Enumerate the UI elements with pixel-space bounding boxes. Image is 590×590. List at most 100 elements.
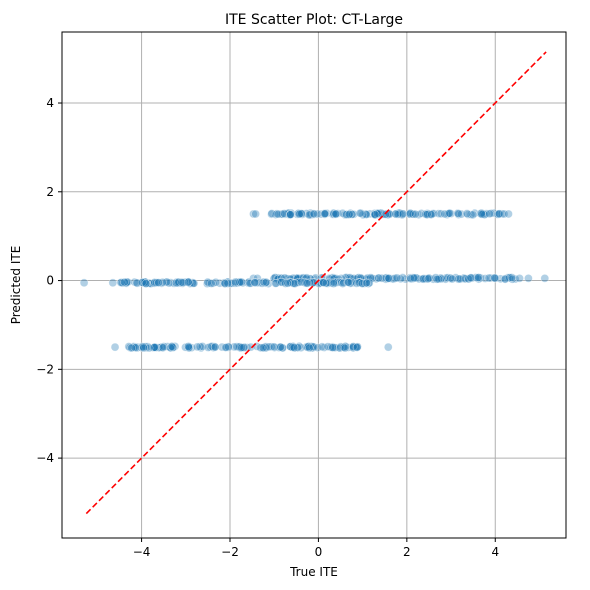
scatter-point (296, 277, 306, 287)
scatter-point (154, 278, 163, 287)
scatter-point (505, 273, 514, 282)
scatter-point (405, 208, 415, 218)
scatter-point (504, 209, 513, 219)
scatter-point (497, 209, 507, 219)
scatter-point (466, 273, 475, 283)
scatter-point (448, 274, 457, 284)
scatter-point (344, 210, 353, 220)
scatter-point (320, 209, 329, 219)
scatter-point (276, 342, 285, 352)
scatter-point (267, 342, 276, 351)
x-tick-label: 4 (491, 545, 499, 559)
scatter-point (381, 210, 390, 219)
scatter-point (295, 209, 304, 219)
scatter-point (461, 274, 470, 283)
scatter-point (210, 342, 220, 352)
scatter-point (120, 277, 129, 287)
scatter-point (319, 278, 328, 287)
y-axis-label: Predicted ITE (9, 246, 23, 325)
scatter-point (132, 278, 141, 288)
scatter-point (79, 278, 89, 288)
scatter-point (166, 343, 175, 352)
scatter-point (193, 342, 202, 352)
scatter-point (500, 274, 510, 284)
scatter-point (384, 342, 393, 352)
scatter-point (499, 209, 509, 219)
scatter-point (110, 342, 120, 352)
scatter-point (377, 274, 387, 283)
scatter-point (362, 210, 371, 219)
scatter-point (258, 343, 268, 353)
plot-frame (61, 31, 567, 539)
grid (62, 32, 566, 538)
scatter-point (269, 342, 279, 352)
scatter-point (423, 209, 433, 219)
scatter-point (328, 343, 337, 352)
scatter-point (427, 210, 436, 219)
scatter-point (177, 278, 186, 287)
scatter-point (490, 273, 499, 283)
scatter-point (220, 278, 229, 287)
scatter-point (152, 278, 161, 287)
x-axis-label: True ITE (289, 565, 338, 579)
scatter-point (331, 209, 341, 219)
scatter-point (281, 279, 290, 288)
scatter-point (207, 342, 216, 351)
scatter-point (220, 279, 230, 288)
scatter-point (237, 277, 246, 287)
scatter-point (409, 273, 418, 283)
scatter-point (476, 209, 485, 218)
scatter-point (321, 278, 331, 288)
scatter-point (445, 208, 455, 218)
scatter-point (259, 277, 268, 287)
scatter-point (283, 279, 292, 288)
scatter-point (411, 209, 420, 219)
scatter-point (256, 343, 265, 352)
scatter-point (181, 343, 190, 352)
scatter-point (454, 209, 463, 218)
scatter-point (454, 274, 464, 284)
scatter-point (158, 343, 168, 352)
scatter-point (345, 210, 354, 219)
scatter-point (240, 342, 249, 352)
scatter-point (286, 274, 295, 284)
scatter-point (250, 278, 260, 287)
scatter-point (396, 274, 405, 284)
axis-ticks: −4 −2 0 2 4 −4 −2 0 2 4 (36, 96, 499, 559)
scatter-point (139, 343, 148, 353)
scatter-point (422, 210, 432, 219)
y-tick-label: −4 (36, 451, 54, 465)
scatter-point (491, 274, 500, 283)
scatter-point (474, 273, 483, 282)
scatter-point (408, 209, 418, 219)
scatter-point (434, 209, 443, 218)
scatter-point (339, 278, 348, 288)
scatter-point (267, 209, 277, 218)
diagonal-layer (85, 51, 547, 515)
scatter-point (290, 279, 300, 288)
scatter-point (310, 210, 319, 219)
scatter-point (374, 209, 383, 219)
scatter-point (485, 209, 494, 219)
scatter-point (443, 273, 452, 282)
scatter-point (462, 209, 472, 218)
scatter-point (217, 342, 227, 352)
x-tick-label: 0 (315, 545, 323, 559)
scatter-point (251, 209, 260, 219)
scatter-point (108, 278, 118, 288)
scatter-point (302, 279, 311, 288)
scatter-point (381, 273, 391, 282)
scatter-point (344, 278, 353, 287)
scatter-point (231, 277, 240, 287)
scatter-point (437, 274, 446, 284)
scatter-point (406, 274, 415, 283)
scatter-point (124, 342, 134, 351)
scatter-point (355, 208, 365, 218)
scatter-point (365, 278, 374, 288)
scatter-point (127, 343, 136, 353)
scatter-point (432, 274, 442, 284)
scatter-point (254, 278, 264, 288)
scatter-point (189, 279, 199, 288)
